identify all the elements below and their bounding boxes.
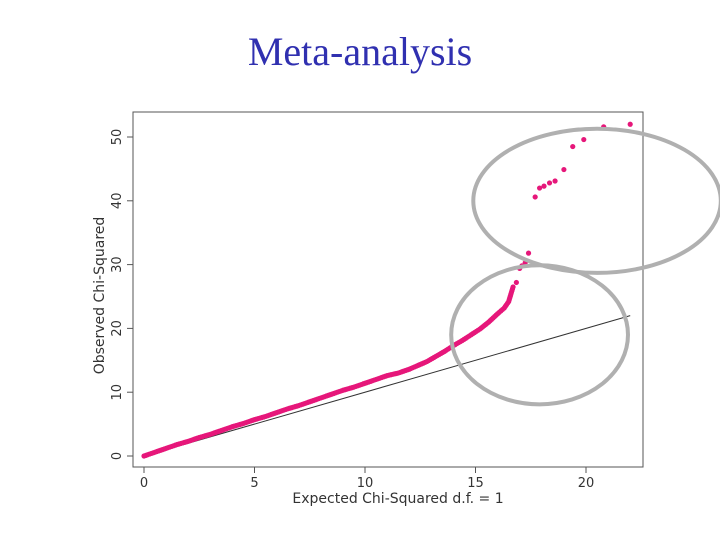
highlight-ellipse-lower: [449, 263, 630, 407]
y-tick-label: 50: [110, 129, 125, 146]
y-tick-label: 0: [110, 452, 125, 460]
reference-line: [143, 315, 631, 457]
data-point: [552, 178, 558, 184]
x-tick-label: 15: [467, 476, 484, 491]
slide-title: Meta-analysis: [247, 29, 473, 74]
data-point: [532, 194, 538, 200]
x-tick-label: 10: [357, 476, 374, 491]
data-point: [513, 279, 519, 286]
data-point: [510, 284, 516, 290]
data-point: [546, 180, 553, 186]
observed-series: [141, 121, 633, 459]
x-tick-label: 5: [250, 476, 258, 491]
data-point: [541, 183, 547, 189]
data-point: [525, 250, 532, 256]
plot-area: 0 5 10 15 20 0 10 20 30 40 50 Expected Chi-Squared …: [92, 111, 720, 507]
data-point: [536, 185, 543, 191]
x-tick-label: 0: [140, 476, 148, 491]
x-tick-label: 20: [578, 476, 595, 491]
y-tick-label: 10: [110, 384, 125, 401]
data-point: [561, 166, 567, 173]
y-axis-label: Observed Chi-Squared: [92, 217, 108, 375]
data-point: [581, 136, 587, 143]
data-point: [570, 143, 576, 150]
highlight-ellipse-upper: [471, 126, 720, 275]
y-tick-label: 20: [110, 320, 125, 337]
plot-frame: [132, 111, 644, 468]
data-point: [627, 121, 633, 127]
y-tick-label: 30: [110, 256, 125, 273]
x-axis-label: Expected Chi-Squared d.f. = 1: [292, 491, 503, 507]
y-tick-label: 40: [110, 193, 125, 210]
